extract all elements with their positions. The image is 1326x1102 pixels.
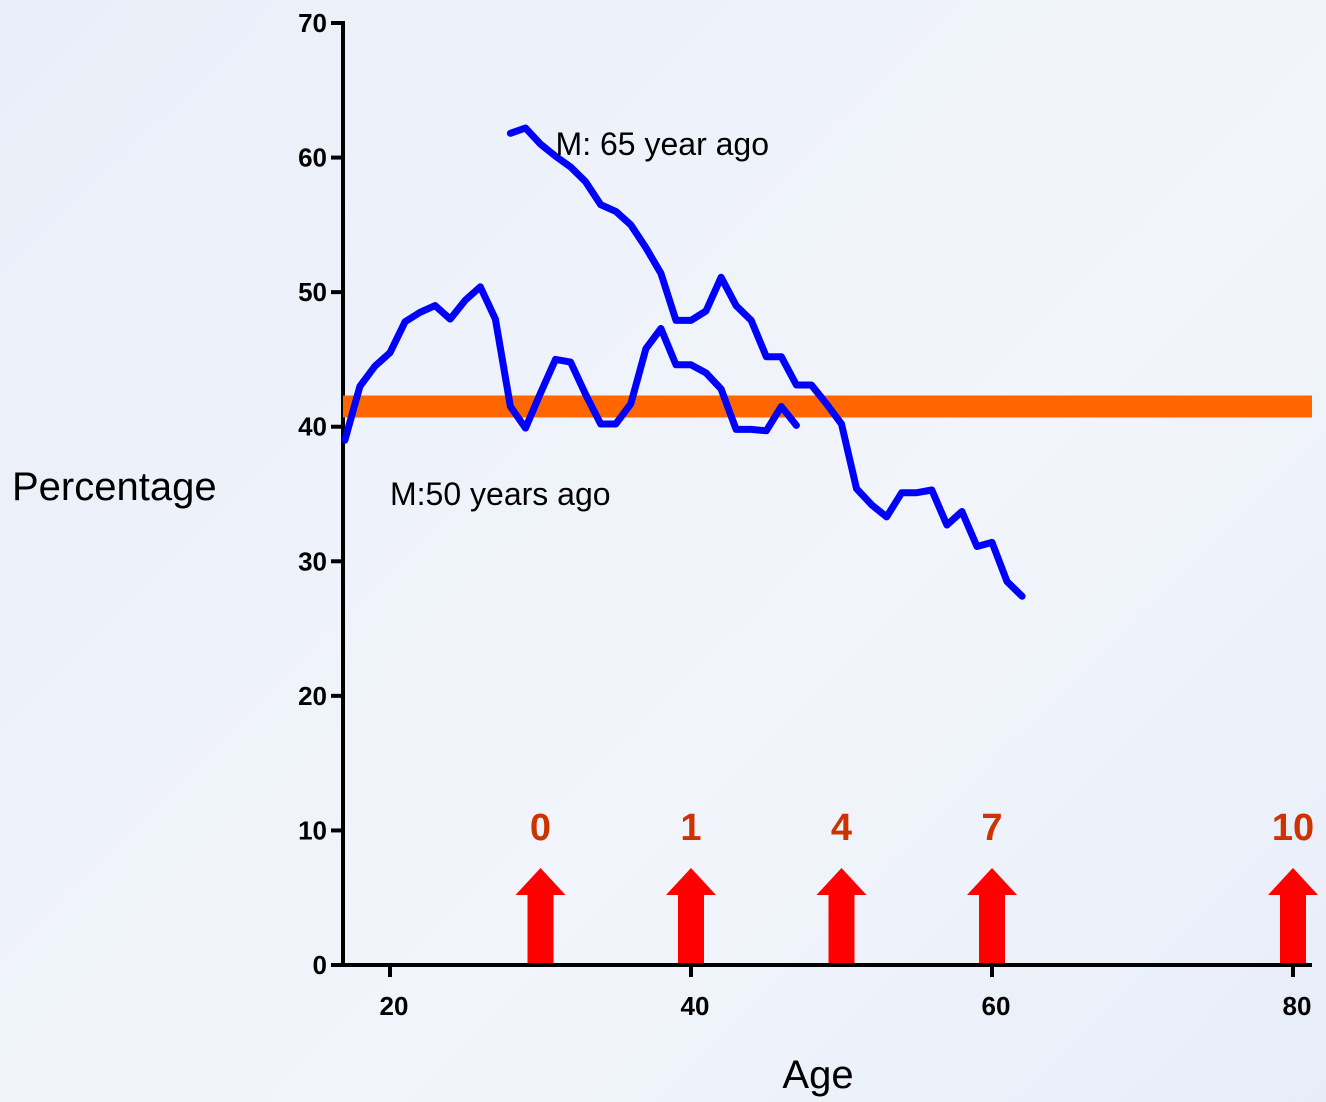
y-tick-label: 60 — [298, 143, 327, 173]
series-annotation: M:50 years ago — [390, 476, 611, 512]
arrow-marker-label: 10 — [1272, 807, 1314, 849]
x-tick-label: 20 — [380, 991, 409, 1021]
arrow-marker — [666, 868, 716, 963]
y-tick-label: 30 — [298, 546, 327, 576]
series-line-1 — [341, 283, 800, 444]
arrow-marker-label: 1 — [680, 807, 701, 849]
arrow-marker — [967, 868, 1017, 963]
arrow-marker-label: 4 — [831, 807, 852, 849]
y-tick-label: 10 — [298, 815, 327, 845]
arrow-marker — [515, 868, 566, 963]
axes — [341, 21, 1312, 967]
series-annotation: M: 65 year ago — [556, 126, 769, 162]
y-axis-title: Percentage — [12, 465, 217, 509]
y-tick-label: 40 — [298, 412, 327, 442]
arrow-marker-label: 0 — [530, 807, 551, 849]
x-tick-label: 40 — [681, 991, 710, 1021]
arrow-marker-label: 7 — [981, 807, 1002, 849]
y-tick-label: 20 — [298, 681, 327, 711]
arrow-marker — [816, 868, 867, 963]
series-line-2 — [506, 124, 1026, 600]
y-tick-label: 50 — [298, 277, 327, 307]
markers-group: 0 1 4 7 10 — [515, 807, 1318, 963]
y-tick-label: 70 — [298, 8, 327, 38]
series-group — [341, 124, 1026, 600]
y-tick-label: 0 — [313, 950, 327, 980]
arrow-marker — [1268, 868, 1318, 963]
x-tick-label: 80 — [1283, 991, 1312, 1021]
x-axis-title: Age — [782, 1053, 853, 1097]
x-tick-label: 60 — [982, 991, 1011, 1021]
annotations-group: M: 65 year ago M:50 years ago — [390, 126, 769, 512]
